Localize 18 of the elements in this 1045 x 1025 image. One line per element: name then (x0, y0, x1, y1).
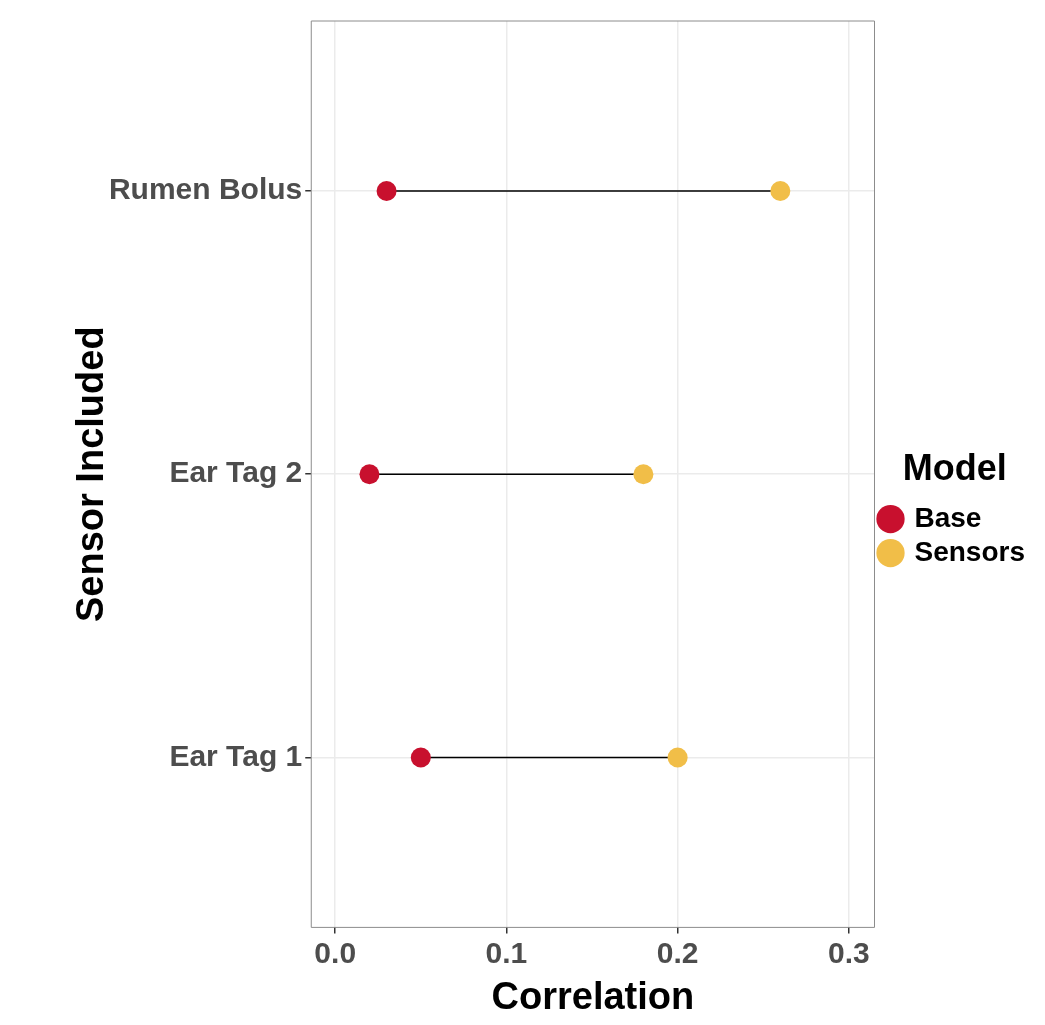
legend-label: Sensors (914, 535, 1025, 567)
y-axis-title: Sensor Included (69, 326, 112, 623)
point (359, 464, 380, 485)
point (667, 747, 688, 768)
point (633, 464, 654, 485)
x-tick-label: 0.3 (827, 935, 870, 969)
y-tick-label: Rumen Bolus (108, 172, 303, 206)
x-tick-label: 0.1 (485, 935, 528, 969)
x-tick-label: 0.2 (656, 935, 699, 969)
legend-title: Model (902, 446, 1007, 488)
x-axis-title: Correlation (491, 974, 695, 1017)
y-tick-label: Ear Tag 1 (169, 738, 303, 772)
point (410, 747, 431, 768)
point (770, 180, 791, 201)
x-tick-label: 0.0 (314, 935, 357, 969)
y-tick-label: Ear Tag 2 (169, 455, 303, 489)
legend-label: Base (914, 501, 982, 533)
point (376, 180, 397, 201)
